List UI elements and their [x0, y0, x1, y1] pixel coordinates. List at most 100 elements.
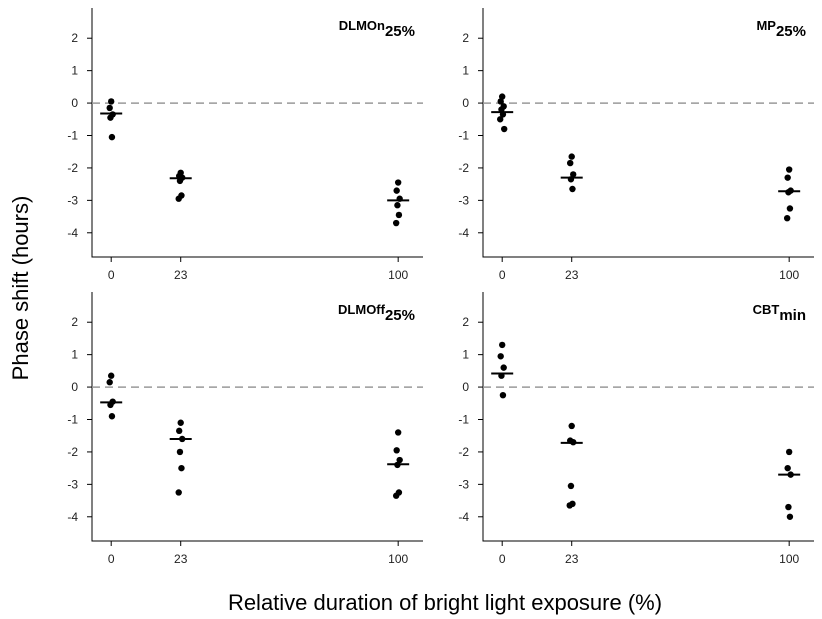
data-point: [496, 116, 504, 123]
data-point: [784, 174, 791, 181]
panel-title: DLMOff25%: [338, 302, 415, 324]
y-tick-label: -1: [67, 413, 78, 427]
x-tick-label: 100: [388, 552, 408, 566]
x-tick-label: 100: [779, 268, 799, 282]
data-point: [176, 427, 183, 435]
panel-title: MP25%: [756, 18, 806, 40]
y-tick-label: 0: [71, 380, 78, 394]
panel-title-main: DLMOff: [338, 302, 386, 317]
data-point: [107, 372, 115, 379]
y-tick-label: 2: [462, 315, 469, 329]
panel-title-main: DLMOn: [339, 18, 385, 33]
data-point: [498, 93, 506, 100]
panel-title: CBTmin: [753, 302, 806, 324]
y-tick-label: -4: [67, 510, 78, 524]
data-point: [566, 502, 573, 509]
x-tick-label: 0: [499, 268, 506, 282]
y-tick-label: 0: [462, 380, 469, 394]
data-point: [567, 482, 575, 490]
data-point: [392, 219, 400, 227]
data-point: [106, 379, 113, 386]
y-tick-label: -4: [458, 510, 469, 524]
panel-title-subscript: 25%: [385, 23, 415, 40]
data-point: [785, 166, 793, 173]
data-point: [393, 447, 400, 454]
data-point: [106, 104, 113, 112]
y-tick-label: -4: [67, 226, 78, 240]
data-point: [394, 179, 402, 186]
x-tick-label: 23: [174, 552, 188, 566]
y-tick-label: -3: [458, 193, 469, 207]
y-tick-label: -1: [67, 129, 78, 143]
data-point: [394, 202, 401, 209]
data-point: [568, 153, 575, 160]
y-tick-label: 2: [462, 31, 469, 45]
data-point: [108, 133, 116, 141]
x-tick-label: 100: [779, 552, 799, 566]
y-tick-label: 1: [462, 64, 469, 78]
data-point: [107, 114, 114, 121]
y-tick-label: -3: [458, 477, 469, 491]
x-tick-label: 0: [108, 268, 115, 282]
panel-title-subscript: 25%: [385, 307, 415, 324]
data-point: [394, 429, 402, 436]
y-tick-label: -3: [67, 193, 78, 207]
y-tick-label: 2: [71, 31, 78, 45]
y-tick-label: -1: [458, 413, 469, 427]
x-tick-label: 0: [108, 552, 115, 566]
y-tick-label: 1: [71, 348, 78, 362]
data-point: [498, 341, 506, 349]
panel-4: 2 1 0 -1 -2 -3 -4 0 23 100 CBTmin: [458, 292, 814, 566]
x-tick-label: 23: [565, 552, 579, 566]
data-point: [786, 205, 794, 212]
panel-title: DLMOn25%: [339, 18, 415, 40]
data-point: [569, 185, 576, 193]
panel-title-subscript: 25%: [776, 23, 806, 40]
data-point: [570, 171, 577, 178]
panel-title-main: MP: [756, 18, 776, 33]
data-point: [785, 448, 793, 456]
y-axis-title: Phase shift (hours): [8, 196, 33, 381]
data-point: [568, 422, 575, 430]
x-tick-label: 23: [565, 268, 579, 282]
data-point: [783, 214, 791, 222]
axis-frame: [91, 292, 423, 542]
y-tick-label: -2: [67, 445, 78, 459]
data-point: [499, 391, 507, 399]
data-point: [178, 464, 185, 472]
y-tick-label: 0: [462, 96, 469, 110]
y-tick-label: -2: [67, 161, 78, 175]
y-tick-label: -3: [67, 477, 78, 491]
y-tick-label: 2: [71, 315, 78, 329]
data-point: [500, 364, 507, 371]
data-point: [785, 503, 792, 511]
data-point: [497, 353, 504, 360]
axis-frame: [482, 292, 814, 542]
x-tick-label: 0: [499, 552, 506, 566]
x-axis-title: Relative duration of bright light exposu…: [228, 590, 662, 615]
axis-frame: [482, 8, 814, 258]
data-point: [392, 492, 400, 499]
data-point: [175, 195, 182, 202]
data-point: [567, 159, 574, 167]
panel-title-subscript: min: [779, 307, 806, 324]
data-point: [393, 187, 400, 194]
panel-1: 2 1 0 -1 -2 -3 -4 0 23 100 DLMOn25%: [67, 8, 423, 282]
y-tick-label: -4: [458, 226, 469, 240]
data-point: [396, 456, 403, 464]
data-point: [497, 98, 504, 105]
data-point: [395, 211, 403, 219]
y-tick-label: 1: [462, 348, 469, 362]
data-point: [177, 419, 184, 426]
data-point: [107, 98, 115, 105]
panel-title-main: CBT: [753, 302, 780, 317]
data-point: [108, 413, 116, 420]
data-point: [176, 448, 184, 456]
x-tick-label: 23: [174, 268, 188, 282]
data-point: [786, 513, 794, 520]
panel-3: 2 1 0 -1 -2 -3 -4 0 23 100 DLMOff25%: [67, 292, 423, 566]
axis-frame: [91, 8, 423, 258]
y-tick-label: 1: [71, 64, 78, 78]
